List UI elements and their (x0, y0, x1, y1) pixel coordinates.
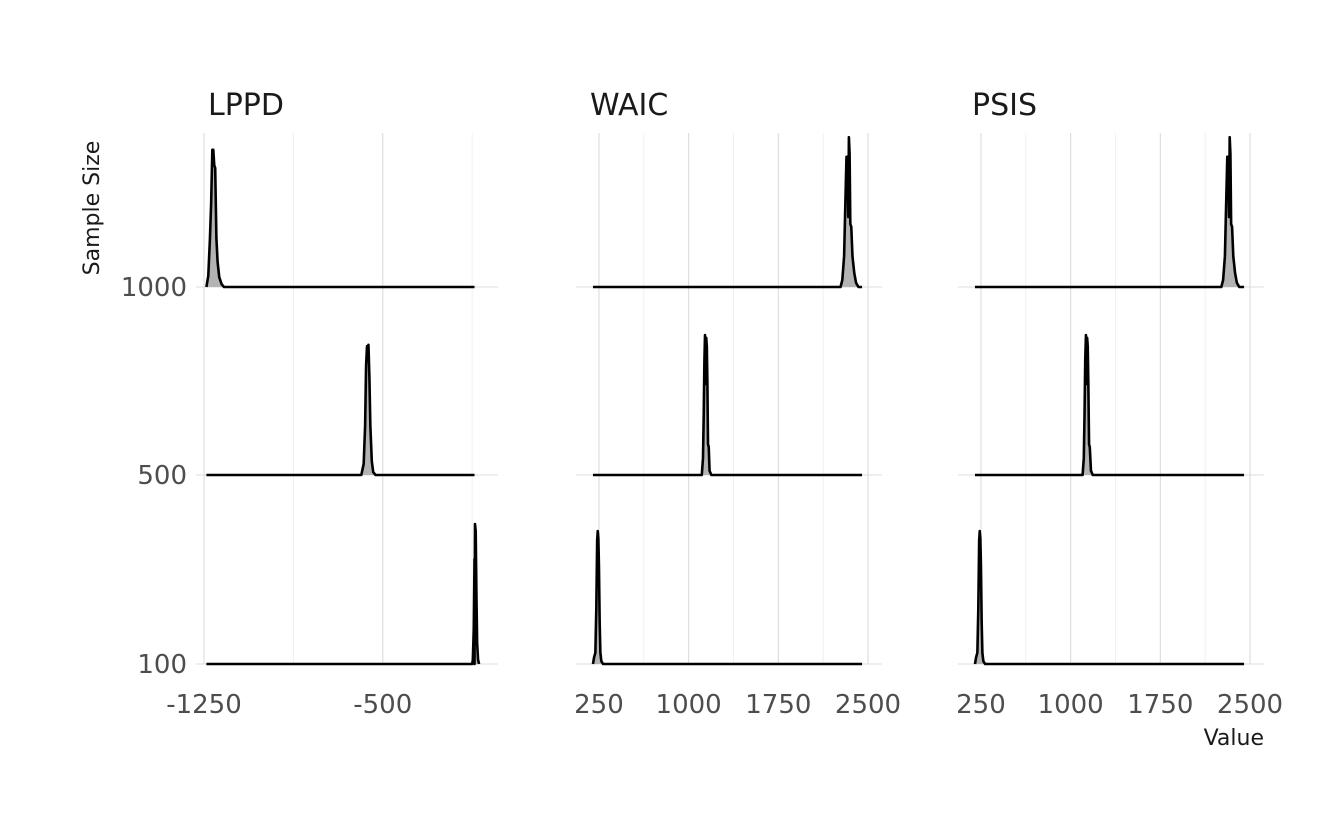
x-tick-label: 2500 (835, 690, 901, 720)
x-tick-label: 1750 (1127, 690, 1193, 720)
density-fill-500 (974, 335, 1245, 475)
density-fill-100 (592, 531, 863, 664)
x-tick-label: 250 (574, 690, 624, 720)
density-fill-100 (974, 531, 1245, 664)
density-line-100 (973, 529, 1245, 666)
density-line-1000 (205, 148, 475, 289)
y-axis-tick-labels: 100 500 1000 (121, 273, 187, 680)
panel-waic: WAIC 250 1000 1750 2500 (574, 88, 901, 720)
x-tick-label: 1000 (1038, 690, 1104, 720)
panel-psis: PSIS 250 1000 1750 2500 (956, 88, 1283, 720)
density-line-100 (591, 529, 863, 666)
y-tick-label: 100 (137, 650, 187, 680)
density-line-500 (974, 333, 1245, 477)
density-line-500 (206, 343, 475, 477)
density-line-100 (206, 522, 481, 666)
density-line-1000 (592, 135, 863, 289)
density-line-500 (592, 333, 863, 477)
x-tick-label: -1250 (166, 690, 242, 720)
density-line-1000 (974, 135, 1245, 289)
panel-title: LPPD (208, 88, 284, 123)
x-tick-label: 1000 (656, 690, 722, 720)
y-tick-label: 1000 (121, 273, 187, 303)
x-tick-label: 250 (956, 690, 1006, 720)
facet-panels: LPPD -1250 -500 WAIC 250 1000 1750 2500 PSIS 250 1… (166, 88, 1283, 720)
density-fill-1000 (592, 137, 863, 287)
y-tick-label: 500 (137, 461, 187, 491)
panel-title: WAIC (590, 88, 668, 123)
y-axis-title: Sample Size (80, 141, 105, 276)
density-fill-1000 (974, 137, 1245, 287)
panel-lppd: LPPD -1250 -500 (166, 88, 498, 720)
x-tick-label: 1750 (745, 690, 811, 720)
density-fill-500 (592, 335, 863, 475)
x-tick-label: -500 (353, 690, 412, 720)
density-fill-500 (206, 344, 475, 475)
panel-title: PSIS (972, 88, 1037, 123)
x-tick-label: 2500 (1217, 690, 1283, 720)
x-axis-title: Value (1204, 726, 1264, 751)
density-fill-100 (206, 524, 480, 664)
density-fill-1000 (206, 149, 475, 287)
